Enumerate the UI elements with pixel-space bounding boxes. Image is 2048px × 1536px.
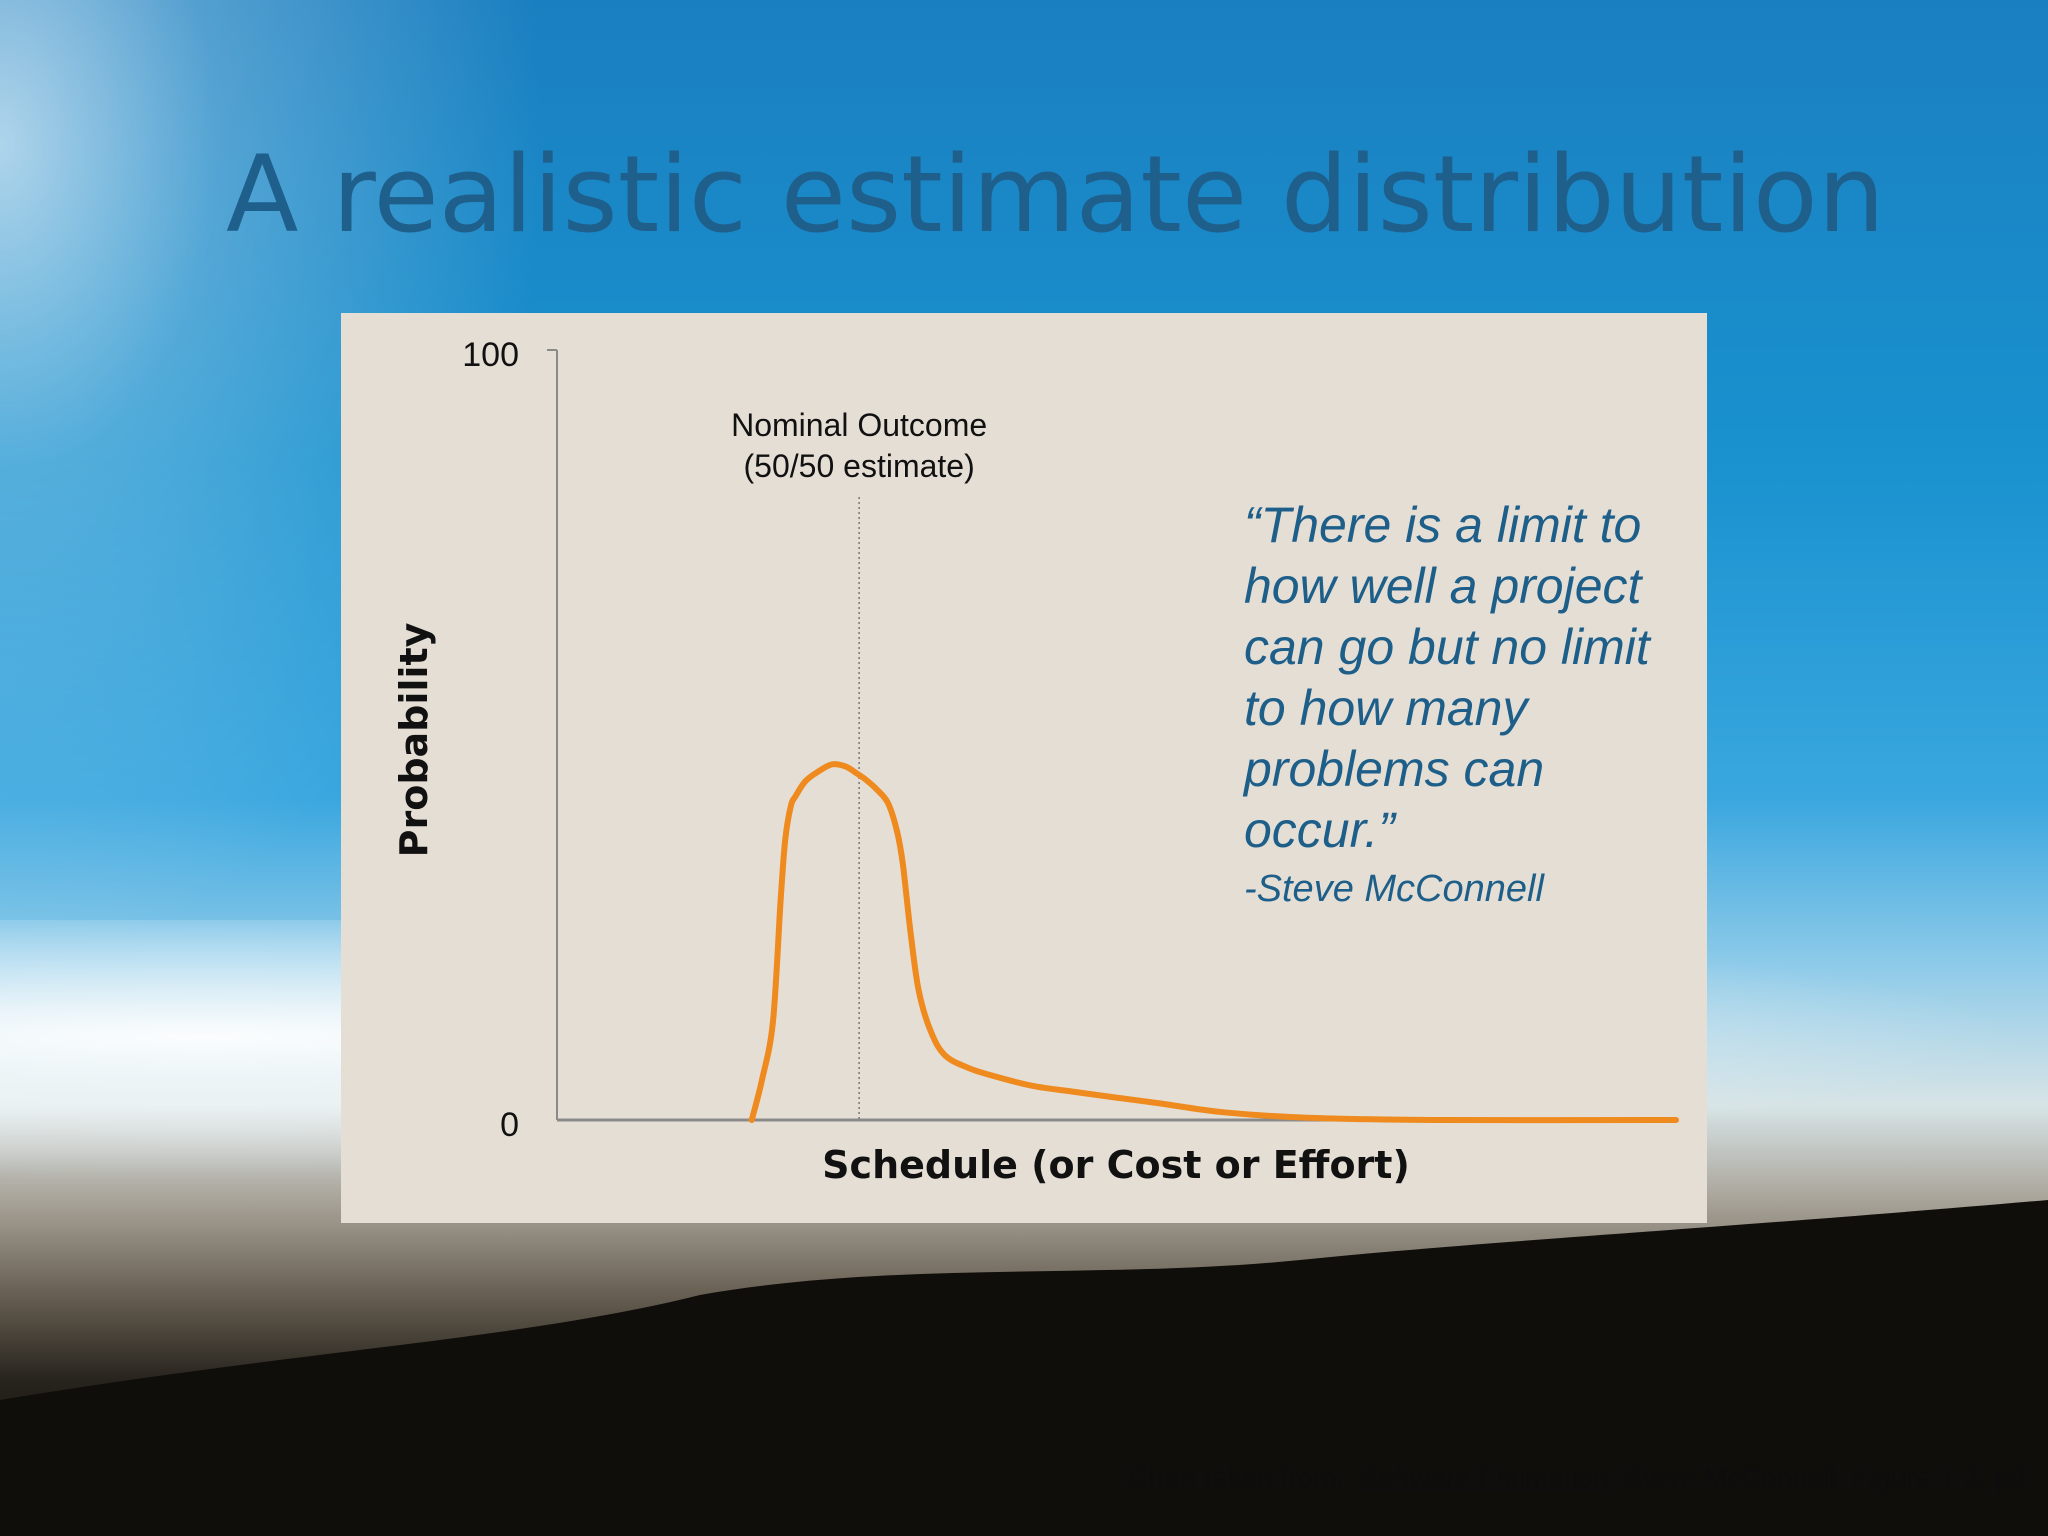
chart: 100 0 Probability Schedule (or Cost or E… bbox=[392, 336, 1679, 1187]
y-axis-label: Probability bbox=[392, 622, 436, 857]
chart-panel: 100 0 Probability Schedule (or Cost or E… bbox=[341, 313, 1707, 1223]
x-axis-label: Schedule (or Cost or Effort) bbox=[822, 1143, 1410, 1187]
y-tick-label-0: 0 bbox=[500, 1106, 519, 1144]
nominal-outcome-sublabel: (50/50 estimate) bbox=[744, 448, 975, 484]
nominal-outcome-label: Nominal Outcome bbox=[731, 407, 987, 443]
footnote-prefix: Chart taken from: bbox=[1128, 1462, 1345, 1493]
probability-curve bbox=[748, 761, 1679, 1124]
mcconnell-quote: “There is a limit to how well a project … bbox=[1244, 497, 1650, 858]
slide-title: A realistic estimate distribution bbox=[226, 133, 1885, 256]
footnote-suffix: , Steve McConnell, Figure 1-3, p8 bbox=[1608, 1462, 2026, 1493]
y-tick-label-100: 100 bbox=[462, 336, 519, 374]
footnote-book-link[interactable]: Software Estimation bbox=[1359, 1462, 1609, 1493]
source-footnote: Chart taken from: Software Estimation, S… bbox=[1128, 1458, 2026, 1498]
quote-author: -Steve McConnell bbox=[1244, 868, 1544, 910]
